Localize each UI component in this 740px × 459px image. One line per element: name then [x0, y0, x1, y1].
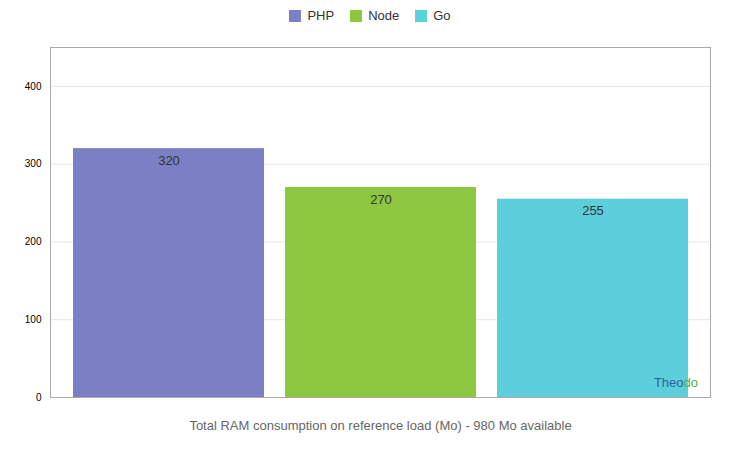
- svg-text:0: 0: [36, 392, 42, 403]
- svg-text:255: 255: [582, 203, 604, 218]
- svg-text:100: 100: [25, 314, 42, 325]
- html-text:Go: Go: [433, 8, 451, 23]
- svg-text:Total RAM consumption on refer: Total RAM consumption on reference load …: [189, 418, 571, 433]
- svg-text:270: 270: [370, 192, 392, 207]
- html-text:PHP: PHP: [307, 8, 335, 23]
- svg-text:200: 200: [25, 236, 42, 247]
- svg-text:300: 300: [25, 158, 42, 169]
- svg-text:Theodo: Theodo: [654, 375, 698, 390]
- svg-text:320: 320: [158, 153, 180, 168]
- svg-text:400: 400: [25, 81, 42, 92]
- html-text:Node: Node: [368, 8, 400, 23]
